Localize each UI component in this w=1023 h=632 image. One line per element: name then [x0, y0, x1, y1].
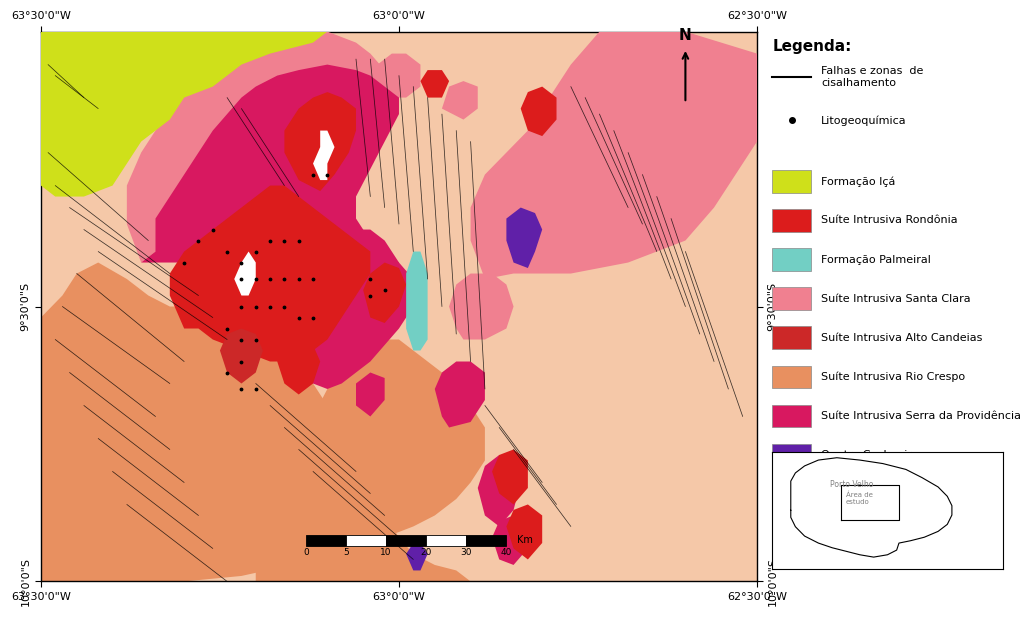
- Bar: [306, 535, 346, 545]
- Text: Suíte Intrusiva Alto Candeias: Suíte Intrusiva Alto Candeias: [821, 333, 983, 343]
- Text: Suíte Intrusiva Rio Crespo: Suíte Intrusiva Rio Crespo: [821, 372, 966, 382]
- Polygon shape: [521, 87, 557, 136]
- Polygon shape: [277, 339, 320, 394]
- Text: 20: 20: [420, 549, 432, 557]
- Text: Suíte Intrusiva Rondônia: Suíte Intrusiva Rondônia: [821, 216, 958, 226]
- Text: Quatro Cachoeiras: Quatro Cachoeiras: [821, 450, 925, 460]
- Text: Legenda:: Legenda:: [772, 39, 851, 54]
- Bar: [772, 483, 811, 506]
- Text: Suíte Intrusiva Santa Clara: Suíte Intrusiva Santa Clara: [821, 294, 971, 303]
- Polygon shape: [41, 32, 327, 197]
- Text: 10: 10: [381, 549, 392, 557]
- Text: Litogeoquímica: Litogeoquímica: [821, 115, 906, 126]
- Polygon shape: [492, 449, 528, 504]
- Polygon shape: [234, 252, 256, 296]
- Text: 40: 40: [500, 549, 513, 557]
- Bar: [772, 288, 811, 310]
- Polygon shape: [127, 32, 399, 279]
- Text: Complexo Jamari: Complexo Jamari: [821, 489, 916, 499]
- Polygon shape: [41, 262, 370, 581]
- Text: 30: 30: [460, 549, 472, 557]
- Polygon shape: [270, 87, 363, 197]
- Text: Km: Km: [518, 535, 533, 545]
- Polygon shape: [506, 504, 542, 559]
- Polygon shape: [449, 274, 514, 339]
- Polygon shape: [220, 329, 263, 384]
- Bar: [772, 444, 811, 466]
- Bar: [772, 365, 811, 388]
- Polygon shape: [284, 92, 356, 191]
- Text: Falhas e zonas  de
cisalhamento: Falhas e zonas de cisalhamento: [821, 66, 924, 88]
- Text: 5: 5: [343, 549, 349, 557]
- Polygon shape: [506, 207, 542, 268]
- Polygon shape: [370, 54, 420, 97]
- Text: N: N: [679, 28, 692, 42]
- Polygon shape: [442, 81, 478, 119]
- Bar: [772, 404, 811, 427]
- Bar: [772, 326, 811, 349]
- Bar: [386, 535, 427, 545]
- Polygon shape: [356, 372, 385, 416]
- Polygon shape: [406, 252, 428, 351]
- Bar: [427, 535, 466, 545]
- Polygon shape: [284, 229, 399, 351]
- Bar: [772, 170, 811, 193]
- Polygon shape: [363, 262, 406, 323]
- Polygon shape: [141, 64, 413, 389]
- Text: Porto Velho: Porto Velho: [830, 480, 874, 489]
- Bar: [466, 535, 506, 545]
- Polygon shape: [471, 32, 757, 279]
- Text: Área de
estudo: Área de estudo: [846, 492, 873, 506]
- Text: 0: 0: [303, 549, 309, 557]
- Polygon shape: [170, 186, 370, 362]
- Bar: [346, 535, 386, 545]
- Polygon shape: [420, 70, 449, 97]
- Polygon shape: [478, 455, 521, 526]
- Polygon shape: [435, 362, 485, 427]
- Text: Formação Içá: Formação Içá: [821, 176, 896, 186]
- Polygon shape: [313, 131, 335, 180]
- Polygon shape: [256, 406, 471, 581]
- Polygon shape: [299, 339, 485, 537]
- Bar: [772, 248, 811, 271]
- Polygon shape: [406, 543, 428, 571]
- Bar: [772, 209, 811, 232]
- Text: Formação Palmeiral: Formação Palmeiral: [821, 255, 931, 265]
- Text: Suíte Intrusiva Serra da Providência: Suíte Intrusiva Serra da Providência: [821, 411, 1021, 421]
- Polygon shape: [492, 516, 528, 565]
